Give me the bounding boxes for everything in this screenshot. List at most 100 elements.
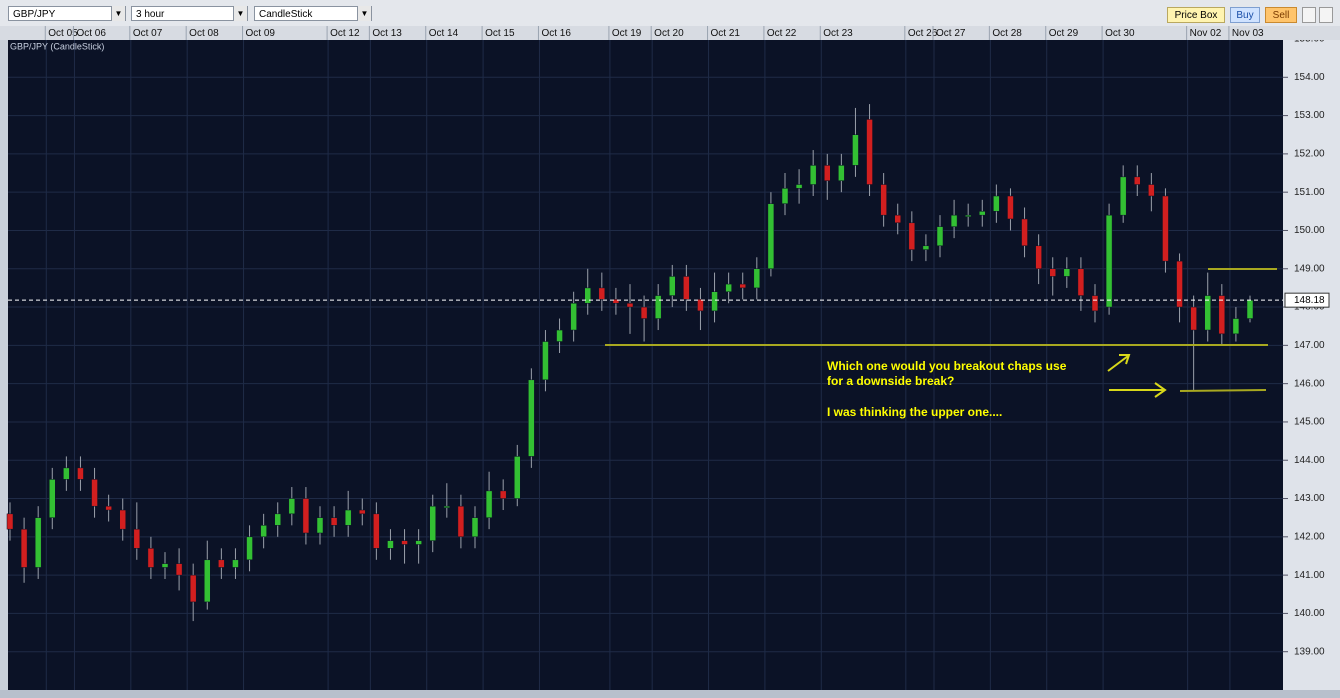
lower-support-line — [1179, 389, 1267, 392]
x-tick-label: Nov 03 — [1232, 28, 1264, 39]
scrollbar[interactable] — [0, 690, 1340, 698]
candle-body — [683, 276, 690, 300]
y-tick-label: 143.00 — [1294, 493, 1325, 504]
candle-body — [1148, 184, 1155, 197]
x-tick-label: Oct 05 — [48, 28, 78, 39]
candle-body — [133, 528, 141, 549]
last-price-label: 148.18 — [1294, 295, 1325, 306]
y-tick-label: 149.00 — [1294, 263, 1325, 274]
candle-body — [485, 490, 493, 518]
candle-body — [725, 283, 732, 292]
candle-body — [1246, 299, 1254, 319]
candle-body — [387, 540, 394, 549]
candle-body — [640, 306, 648, 319]
candle-body — [105, 505, 112, 511]
last-price-box — [1284, 292, 1330, 308]
x-tick-label: Oct 28 — [992, 28, 1022, 39]
candle-body — [838, 165, 845, 181]
plot-area — [8, 40, 1283, 690]
candle-body — [584, 287, 591, 304]
annotation: for a downside break? — [827, 374, 954, 388]
candle-body — [260, 525, 267, 538]
candle-body — [795, 184, 803, 189]
candle-body — [373, 513, 380, 549]
annotation: Which one would you breakout chaps use — [827, 359, 1067, 373]
x-tick-label: Oct 30 — [1105, 28, 1135, 39]
candle-body — [824, 165, 831, 181]
interval-select[interactable]: 3 hour — [131, 6, 248, 21]
candle-body — [894, 214, 901, 224]
candle-body — [1077, 268, 1085, 296]
y-tick-label: 151.00 — [1294, 187, 1325, 198]
buy-button[interactable]: Buy — [1230, 7, 1260, 23]
candle-body — [218, 559, 225, 568]
candle-body — [316, 517, 324, 534]
candle-body — [1232, 318, 1240, 335]
annotation: I was thinking the upper one.... — [827, 405, 1002, 419]
symbol-select[interactable]: GBP/JPY — [8, 6, 126, 21]
style-select[interactable]: CandleStick — [254, 6, 372, 21]
candle-body — [499, 490, 507, 499]
x-tick-label: Oct 19 — [612, 28, 642, 39]
candle-body — [274, 513, 281, 526]
candle-body — [1176, 260, 1183, 308]
candle-body — [302, 498, 310, 534]
x-tick-label: Oct 12 — [330, 28, 360, 39]
candle-body — [852, 134, 859, 166]
candle-body — [993, 195, 1000, 212]
candle-body — [1105, 214, 1113, 308]
x-tick-label: Oct 29 — [1049, 28, 1079, 39]
candle-body — [1134, 176, 1141, 185]
toolbar: GBP/JPY 3 hour CandleStick Price Box Buy… — [0, 0, 1340, 27]
candle-body — [119, 509, 126, 530]
candle-body — [570, 302, 577, 331]
candle-body — [809, 165, 817, 185]
candle-body — [936, 226, 944, 247]
draw-icon[interactable] — [1319, 7, 1333, 23]
candle-body — [6, 513, 14, 530]
tool-icon[interactable] — [1302, 7, 1316, 23]
x-tick-label: Oct 15 — [485, 28, 515, 39]
candle-body — [1063, 268, 1071, 277]
x-tick-label: Oct 23 — [823, 28, 853, 39]
date-header — [0, 26, 1340, 40]
y-tick-label: 144.00 — [1294, 455, 1325, 466]
candle-body — [908, 222, 916, 250]
candle-body — [556, 329, 563, 342]
candle-body — [189, 574, 197, 603]
candle-body — [542, 341, 549, 381]
candle-body — [1204, 295, 1211, 331]
x-tick-label: Oct 21 — [711, 28, 741, 39]
x-tick-label: Oct 27 — [936, 28, 966, 39]
x-tick-label: Oct 08 — [189, 28, 219, 39]
candle-body — [344, 509, 352, 526]
candle-body — [401, 540, 408, 545]
arrow — [1109, 382, 1167, 398]
candle-body — [175, 563, 183, 576]
candle-body — [147, 548, 155, 568]
candle-body — [63, 467, 70, 480]
chart: 139.00 140.00 141.00 142.00 143.00 144.00 145.… — [0, 26, 1340, 698]
x-tick-label: Oct 20 — [654, 28, 684, 39]
candle-body — [429, 505, 436, 541]
candle-body — [950, 214, 958, 227]
x-tick-label: Oct 16 — [541, 28, 571, 39]
candle-body — [161, 563, 169, 568]
candle-body — [1091, 295, 1099, 312]
candle-body — [753, 268, 761, 289]
price-box-button[interactable]: Price Box — [1167, 7, 1225, 23]
x-tick-label: Oct 22 — [767, 28, 797, 39]
candle-body — [91, 479, 98, 507]
candle-body — [1035, 245, 1042, 270]
y-tick-label: 142.00 — [1294, 531, 1325, 542]
candle-body — [739, 283, 746, 289]
candle-body — [471, 517, 479, 538]
candle-body — [457, 505, 465, 538]
y-tick-label: 140.00 — [1294, 608, 1325, 619]
candle-body — [246, 536, 253, 561]
sell-button[interactable]: Sell — [1265, 7, 1297, 23]
y-tick-label: 150.00 — [1294, 225, 1325, 236]
x-tick-label: Oct 26 — [908, 28, 938, 39]
candle-body — [514, 456, 521, 499]
candle-body — [330, 517, 338, 526]
